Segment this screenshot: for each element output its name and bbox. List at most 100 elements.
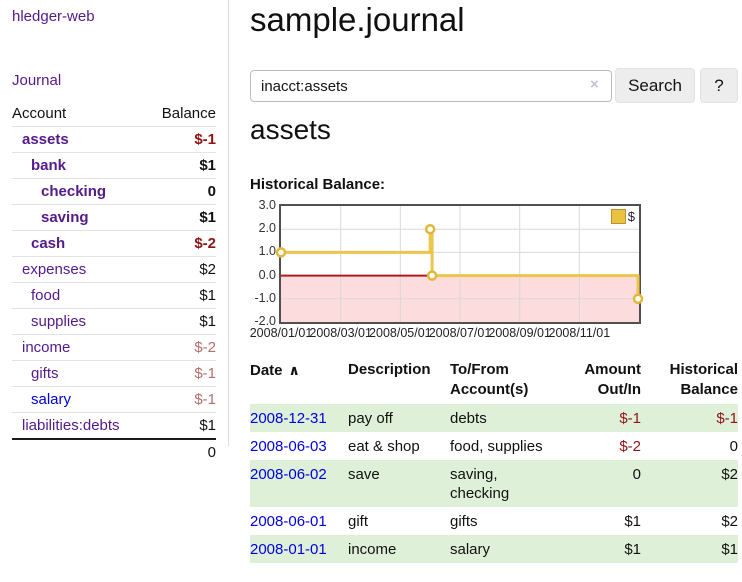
- account-name-cell: assets: [12, 126, 148, 153]
- transaction-description: eat & shop: [348, 438, 420, 455]
- account-link[interactable]: assets: [22, 131, 69, 148]
- search-input[interactable]: [250, 70, 612, 102]
- y-axis-tick-label: -2.0: [254, 314, 276, 328]
- data-point-marker: [426, 270, 438, 281]
- transaction-date-cell: 2008-12-31: [250, 404, 348, 432]
- account-row: liabilities:debts $1: [12, 412, 216, 439]
- chart-title: Historical Balance:: [250, 176, 386, 193]
- account-name-cell: gifts: [12, 360, 148, 387]
- account-row: income $-2: [12, 334, 216, 361]
- transaction-balance: $2: [721, 466, 738, 483]
- account-row: saving $1: [12, 204, 216, 231]
- account-balance: $1: [147, 152, 216, 179]
- transaction-description: pay off: [348, 410, 393, 427]
- transaction-row: 2008-06-03 eat & shop food, supplies $-2 0: [250, 432, 738, 460]
- account-link[interactable]: expenses: [22, 261, 87, 278]
- transaction-accounts: gifts: [450, 513, 478, 530]
- transaction-balance: $1: [721, 541, 738, 558]
- register-table: Date ∧ Description To/From Account(s) Amo…: [250, 356, 738, 563]
- data-point-marker: [275, 247, 287, 258]
- transaction-date-link[interactable]: 2008-06-01: [250, 513, 327, 530]
- account-row: food $1: [12, 282, 216, 309]
- account-balance: $-1: [147, 386, 216, 413]
- account-link[interactable]: supplies: [31, 313, 87, 330]
- y-axis-tick-label: -1.0: [254, 290, 276, 305]
- account-row: assets $-1: [12, 126, 216, 153]
- accounts-total-value: 0: [147, 438, 216, 465]
- account-link[interactable]: saving: [41, 209, 89, 226]
- accounts-header-account: Account: [12, 105, 67, 122]
- account-balance: $1: [147, 412, 216, 439]
- register-header-accounts: To/From Account(s): [450, 361, 529, 398]
- account-link[interactable]: checking: [41, 183, 107, 200]
- account-name-cell: expenses: [12, 256, 148, 283]
- transaction-description: income: [348, 541, 397, 558]
- transaction-row: 2008-01-01 income salary $1 $1: [250, 535, 738, 563]
- account-balance: $1: [147, 308, 216, 335]
- data-point-marker: [632, 293, 644, 305]
- account-name-cell: cash: [12, 230, 148, 257]
- accounts-header-row: Account Balance: [12, 101, 216, 127]
- transaction-accounts: saving, checking: [450, 466, 510, 502]
- app-title-link[interactable]: hledger-web: [12, 8, 95, 25]
- transaction-date-cell: 2008-06-01: [250, 507, 348, 535]
- search-row: × Search ?: [250, 67, 742, 107]
- clear-search-icon[interactable]: ×: [590, 76, 599, 93]
- account-name-cell: food: [12, 282, 148, 309]
- chart-plot-area: $: [275, 204, 644, 324]
- transaction-date-link[interactable]: 2008-12-31: [250, 410, 327, 427]
- register-header-date[interactable]: Date ∧: [250, 356, 348, 404]
- sort-ascending-icon: ∧: [288, 362, 300, 378]
- accounts-total-spacer: [12, 438, 148, 465]
- account-link[interactable]: salary: [31, 391, 72, 408]
- register-header-row: Date ∧ Description To/From Account(s) Amo…: [250, 356, 738, 404]
- account-balance: $1: [147, 282, 216, 309]
- transaction-description: gift: [348, 513, 369, 530]
- x-axis-tick-label: 2008/01/01: [249, 326, 313, 340]
- account-balance: $-1: [147, 360, 216, 387]
- account-balance: $-2: [147, 230, 216, 257]
- data-point-marker: [424, 223, 436, 235]
- transaction-row: 2008-12-31 pay off debts $-1 $-1: [250, 404, 738, 432]
- journal-link[interactable]: Journal: [12, 72, 62, 89]
- transaction-description: save: [348, 466, 380, 483]
- account-row: expenses $2: [12, 256, 216, 283]
- y-axis-tick-label: 3.0: [258, 198, 276, 212]
- historical-balance-chart: $ 3.0 2.0 1.0 0.0 -1.0 -2.0 2008/01/01 2008/03/…: [249, 198, 742, 348]
- page-title: sample.journal: [250, 1, 465, 38]
- transaction-balance: $2: [721, 513, 738, 530]
- transaction-amount: $1: [624, 513, 641, 530]
- transaction-amount: $-2: [619, 438, 641, 455]
- transaction-date-link[interactable]: 2008-06-02: [250, 466, 327, 483]
- x-axis-tick-label: 2008/09/01: [488, 326, 551, 340]
- account-link[interactable]: cash: [31, 235, 66, 252]
- transaction-date-link[interactable]: 2008-06-03: [250, 438, 327, 455]
- account-link[interactable]: food: [31, 287, 61, 304]
- account-name-cell: liabilities:debts: [12, 412, 148, 439]
- accounts-table: Account Balance assets $-1 bank $1 checking 0…: [12, 101, 216, 465]
- account-heading: assets: [250, 114, 331, 145]
- legend-swatch-icon: [610, 209, 626, 224]
- account-name-cell: bank: [12, 152, 148, 179]
- transaction-date-cell: 2008-06-03: [250, 432, 348, 460]
- register-header-amount: Amount Out/In: [584, 361, 641, 398]
- transaction-amount: $-1: [619, 410, 641, 427]
- main-content: sample.journal × Search ? assets Histori…: [250, 0, 742, 582]
- x-axis-tick-label: 2008/11/01: [548, 326, 611, 340]
- account-row: salary $-1: [12, 386, 216, 413]
- transaction-accounts: salary: [450, 541, 491, 558]
- account-row: cash $-2: [12, 230, 216, 257]
- account-name-cell: saving: [12, 204, 148, 231]
- account-link[interactable]: gifts: [31, 365, 59, 382]
- transaction-date-cell: 2008-01-01: [250, 535, 348, 563]
- account-link[interactable]: bank: [31, 157, 67, 174]
- transaction-date-link[interactable]: 2008-01-01: [250, 541, 327, 558]
- help-button[interactable]: ?: [700, 68, 738, 103]
- search-button[interactable]: Search: [615, 68, 695, 103]
- account-row: checking 0: [12, 178, 216, 205]
- register-header-balance: Historical Balance: [669, 361, 738, 398]
- account-link[interactable]: liabilities:debts: [22, 417, 120, 434]
- chart-legend: $: [610, 209, 635, 224]
- transaction-row: 2008-06-01 gift gifts $1 $2: [250, 507, 738, 535]
- account-link[interactable]: income: [22, 339, 71, 356]
